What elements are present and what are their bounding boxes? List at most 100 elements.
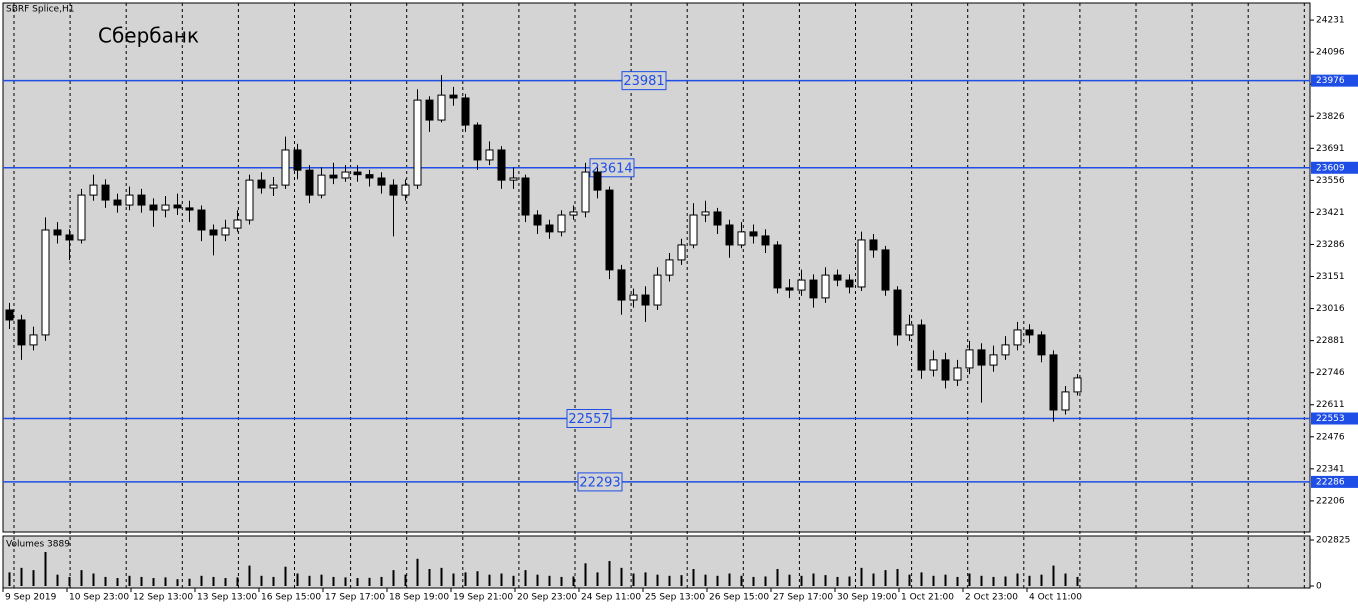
candle-body <box>77 194 86 241</box>
volume-bar <box>464 572 467 586</box>
candle-body <box>389 184 398 196</box>
x-tick-label: 25 Sep 13:00 <box>645 593 705 603</box>
x-tick-label: 24 Sep 11:00 <box>581 593 641 603</box>
candle-body <box>245 179 254 221</box>
candle-body <box>821 274 830 299</box>
volume-bar <box>752 576 755 586</box>
price-marker <box>1311 161 1358 174</box>
volume-bar <box>176 579 179 586</box>
candle-body <box>605 189 614 271</box>
volume-bar <box>152 578 155 586</box>
candle-body <box>305 169 314 196</box>
volume-bar <box>608 561 611 586</box>
volume-bar <box>548 575 551 586</box>
x-tick-label: 20 Sep 23:00 <box>517 593 577 603</box>
candle-body <box>845 279 854 288</box>
y-tick-label: 23421 <box>1316 208 1345 218</box>
y-tick-label: 24231 <box>1316 16 1345 26</box>
candle-body <box>101 184 110 201</box>
candle-body <box>377 177 386 186</box>
volume-bar <box>404 574 407 586</box>
volume-bar <box>680 575 683 586</box>
candle-body <box>197 209 206 231</box>
level-annotation-box <box>566 409 612 429</box>
candle-body <box>257 179 266 189</box>
volume-bar <box>452 573 455 586</box>
candle-body <box>281 149 290 186</box>
candle-body <box>809 279 818 299</box>
volume-bar <box>416 558 419 586</box>
price-marker <box>1311 412 1358 425</box>
volume-bar <box>320 574 323 586</box>
volume-bar <box>248 565 251 586</box>
volume-bar <box>932 575 935 586</box>
level-annotation: 23981 <box>623 74 664 89</box>
candle-body <box>137 194 146 206</box>
volume-bar <box>380 576 383 586</box>
volume-bar <box>1016 573 1019 586</box>
volume-bar <box>500 573 503 586</box>
candle-body <box>353 171 362 176</box>
volume-bar <box>716 575 719 586</box>
x-tick-label: 4 Oct 11:00 <box>1029 593 1082 603</box>
candle-body <box>329 174 338 179</box>
level-annotation: 22293 <box>579 475 620 490</box>
candle-body <box>509 177 518 181</box>
volume-bar <box>596 572 599 586</box>
candle-body <box>341 171 350 179</box>
volume-bar <box>428 568 431 586</box>
volume-bar <box>776 568 779 586</box>
candle-body <box>797 279 806 291</box>
volume-bar <box>488 574 491 586</box>
candle-body <box>173 204 182 209</box>
volume-bar <box>968 573 971 586</box>
candle-body <box>917 324 926 371</box>
volume-bar <box>788 574 791 586</box>
price-pane <box>2 2 1311 533</box>
level-annotation: 23614 <box>591 161 632 176</box>
y-tick-label: 23151 <box>1316 272 1345 282</box>
candle-body <box>401 184 410 196</box>
candle-body <box>1073 377 1082 393</box>
candle-body <box>929 359 938 371</box>
candle-body <box>449 94 458 99</box>
volume-bar <box>8 572 11 586</box>
level-annotation-box <box>577 472 623 492</box>
volume-bar <box>68 576 71 586</box>
volume-bar <box>824 575 827 586</box>
candle-body <box>113 199 122 206</box>
candle-body <box>209 229 218 236</box>
candle-body <box>677 244 686 261</box>
candle-body <box>629 294 638 301</box>
volume-bar <box>860 567 863 586</box>
candle-body <box>1025 329 1034 336</box>
x-tick-label: 13 Sep 13:00 <box>197 593 257 603</box>
volume-bar <box>704 574 707 586</box>
y-tick-label: 23286 <box>1316 240 1345 250</box>
candle-body <box>593 171 602 191</box>
volume-bar <box>368 577 371 586</box>
volume-bar <box>272 576 275 586</box>
volume-bar <box>740 575 743 586</box>
volume-bar <box>872 573 875 586</box>
candle-body <box>413 99 422 186</box>
candle-body <box>569 211 578 216</box>
y-tick-label: 22206 <box>1316 496 1345 506</box>
volume-bar <box>956 576 959 586</box>
y-tick-label: 23556 <box>1316 176 1345 186</box>
y-tick-label: 23691 <box>1316 144 1345 154</box>
candle-body <box>881 249 890 291</box>
y-tick-label: 22476 <box>1316 432 1345 442</box>
volume-bar <box>440 567 443 586</box>
candle-body <box>1013 329 1022 346</box>
volume-bar <box>620 567 623 586</box>
candle-body <box>941 359 950 381</box>
candle-body <box>317 174 326 196</box>
volume-bar <box>104 576 107 586</box>
candle-body <box>149 204 158 211</box>
volume-bar <box>92 573 95 586</box>
level-annotation-box <box>621 71 667 91</box>
candle-body <box>893 289 902 336</box>
